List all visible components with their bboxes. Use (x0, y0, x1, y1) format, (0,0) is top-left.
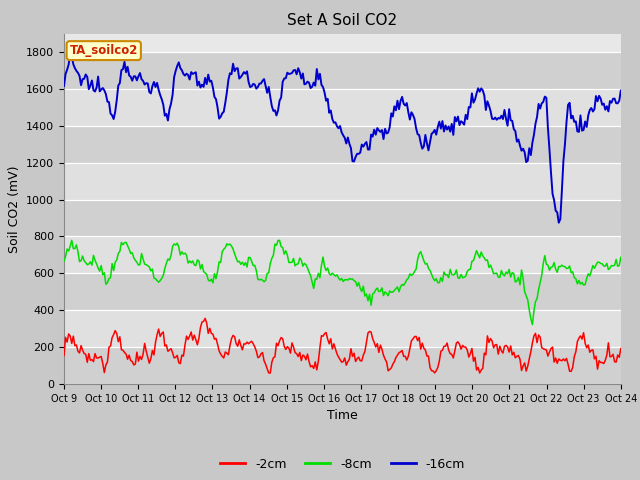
Bar (64, 347, 621, 384)
Bar (64, 52, 621, 89)
Bar (64, 200, 621, 237)
X-axis label: Time: Time (327, 409, 358, 422)
Y-axis label: Soil CO2 (mV): Soil CO2 (mV) (8, 165, 20, 252)
Legend: -2cm, -8cm, -16cm: -2cm, -8cm, -16cm (215, 453, 470, 476)
Bar (64, 89, 621, 126)
Bar (64, 310, 621, 347)
Bar (64, 126, 621, 163)
Bar (64, 237, 621, 273)
Title: Set A Soil CO2: Set A Soil CO2 (287, 13, 397, 28)
Bar (64, 273, 621, 310)
Text: TA_soilco2: TA_soilco2 (70, 44, 138, 57)
Bar (64, 163, 621, 200)
